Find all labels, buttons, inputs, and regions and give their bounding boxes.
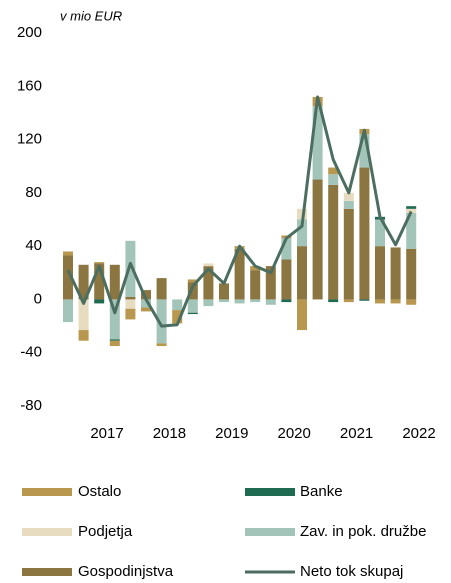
y-tick-label: 80 — [25, 184, 42, 201]
legend-label: Podjetja — [78, 523, 133, 540]
y-tick-label: 40 — [25, 237, 42, 254]
bar-segment — [250, 266, 261, 271]
y-tick-label: 120 — [17, 131, 42, 148]
y-tick-label: -80 — [20, 397, 42, 414]
x-tick-label: 2021 — [340, 425, 373, 442]
bar-segment — [187, 312, 198, 315]
bar-segment — [281, 299, 292, 303]
bar-segment — [234, 248, 245, 300]
legend-label: Neto tok skupaj — [300, 563, 403, 580]
legend-swatch — [245, 488, 295, 496]
bar-segment — [125, 308, 136, 320]
bar-segment — [390, 247, 401, 300]
bar-segment — [343, 208, 354, 300]
x-tick-label: 2017 — [90, 425, 123, 442]
bar-segment — [94, 299, 105, 304]
bar-segment — [109, 340, 120, 347]
bar-segment — [265, 266, 276, 300]
bar-segment — [109, 299, 120, 340]
y-tick-label: 0 — [34, 290, 42, 307]
bar-segment — [375, 246, 385, 300]
bar-segment — [172, 310, 183, 324]
bar-segment — [375, 219, 385, 247]
bar-segment — [297, 219, 307, 247]
bar-segment — [359, 299, 370, 301]
bar-segment — [203, 266, 214, 300]
bar-segment — [343, 200, 354, 209]
bar-segment — [109, 339, 120, 341]
bar-segment — [406, 208, 417, 213]
bar-segment — [281, 259, 292, 300]
y-tick-label: -40 — [20, 344, 42, 361]
legend-label: Ostalo — [78, 483, 121, 500]
bar-segment — [250, 270, 261, 300]
bar-segment — [219, 283, 229, 300]
legend-label: Gospodinjstva — [78, 563, 174, 580]
bar-segment — [312, 179, 323, 300]
bar-segment — [156, 299, 167, 344]
x-tick-label: 2020 — [278, 425, 311, 442]
bar-segment — [125, 296, 136, 300]
bar-segment — [156, 278, 167, 300]
bar-segment — [78, 264, 89, 300]
bar-segment — [406, 248, 417, 300]
bar-segment — [78, 330, 89, 341]
bar-segment — [203, 263, 214, 267]
bar-segment — [125, 240, 136, 297]
legend-label: Banke — [300, 483, 343, 500]
bar-segment — [328, 174, 339, 185]
legend-swatch — [22, 568, 72, 576]
bar-segment — [328, 167, 339, 175]
bar-segment — [219, 299, 229, 303]
bar-segment — [297, 299, 307, 331]
bar-segment — [109, 264, 120, 300]
x-tick-label: 2019 — [215, 425, 248, 442]
bar-segment — [265, 299, 276, 305]
bar-segment — [406, 299, 417, 305]
bar-segment — [63, 251, 73, 256]
y-tick-label: 160 — [17, 77, 42, 94]
bar-segment — [187, 299, 198, 313]
bar-segment — [343, 299, 354, 303]
bar-segment — [234, 299, 245, 304]
unit-label: v mio EUR — [60, 8, 122, 23]
bar-segment — [343, 192, 354, 201]
bar-segment — [328, 299, 339, 303]
bar-segment — [187, 279, 198, 283]
legend-swatch — [245, 528, 295, 536]
bar-segment — [156, 343, 167, 347]
bar-segment — [203, 299, 214, 307]
total-line — [66, 95, 413, 328]
bar-segment — [390, 299, 401, 304]
bar-segment — [312, 106, 323, 180]
bar-segment — [406, 212, 417, 249]
bar-segment — [78, 299, 89, 331]
bar-segment — [172, 299, 183, 311]
x-tick-label: 2018 — [153, 425, 186, 442]
bar-segment — [125, 299, 136, 309]
legend-swatch — [22, 528, 72, 536]
bar-segment — [94, 262, 105, 264]
bar-segment — [359, 167, 370, 300]
legend-label: Zav. in pok. družbe — [300, 523, 426, 540]
legend-swatch — [22, 488, 72, 496]
bar-segment — [375, 299, 385, 304]
bar-segment — [406, 206, 417, 209]
bar-segment — [187, 282, 198, 300]
bar-segment — [328, 184, 339, 300]
bar-segment — [297, 246, 307, 300]
x-tick-label: 2022 — [402, 425, 435, 442]
bar-segment — [63, 255, 73, 300]
bar-segment — [63, 299, 73, 323]
bar-segment — [250, 299, 261, 303]
y-tick-label: 200 — [17, 24, 42, 41]
bar-segment — [359, 134, 370, 168]
bar-segment — [94, 263, 105, 300]
bar-segment — [141, 299, 151, 308]
bar-segment — [281, 238, 292, 260]
bar-segment — [141, 307, 151, 312]
bar-segment — [141, 290, 151, 300]
